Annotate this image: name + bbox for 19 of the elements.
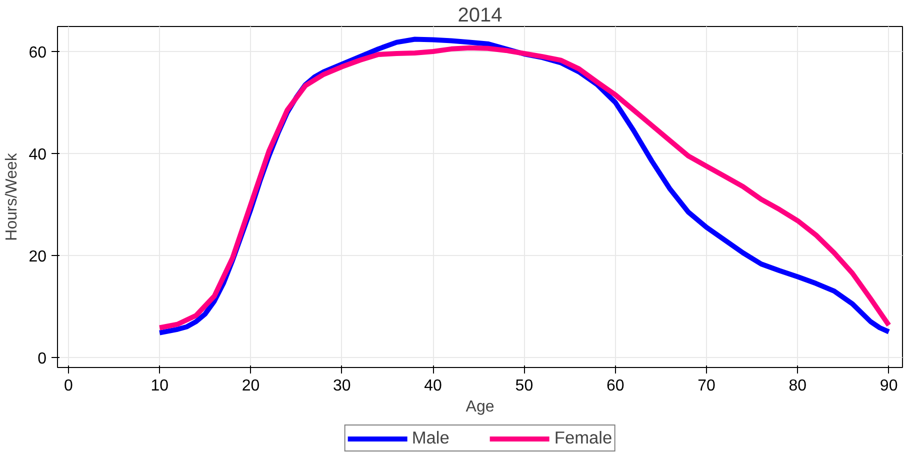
chart-title: 2014 — [458, 4, 502, 26]
x-tick-label: 10 — [150, 378, 169, 394]
x-tick-label: 0 — [64, 378, 73, 394]
y-tick-label: 60 — [28, 44, 47, 62]
y-tick-label: 20 — [28, 248, 47, 266]
y-tick-label: 0 — [38, 350, 47, 368]
x-tick-label: 90 — [880, 378, 898, 394]
x-tick-label: 50 — [515, 378, 534, 394]
x-tick-label: 80 — [788, 378, 807, 394]
legend-label: Female — [554, 428, 612, 448]
x-tick-label: 40 — [424, 378, 442, 394]
x-tick-label: 70 — [698, 378, 716, 394]
x-tick-label: 60 — [606, 378, 624, 394]
x-axis-title: Age — [466, 398, 494, 416]
y-tick-label: 40 — [28, 146, 47, 164]
y-axis-title: Hours/Week — [4, 152, 21, 241]
x-tick-label: 30 — [333, 378, 351, 394]
legend-label: Male — [412, 428, 450, 448]
x-tick-label: 20 — [242, 378, 260, 394]
